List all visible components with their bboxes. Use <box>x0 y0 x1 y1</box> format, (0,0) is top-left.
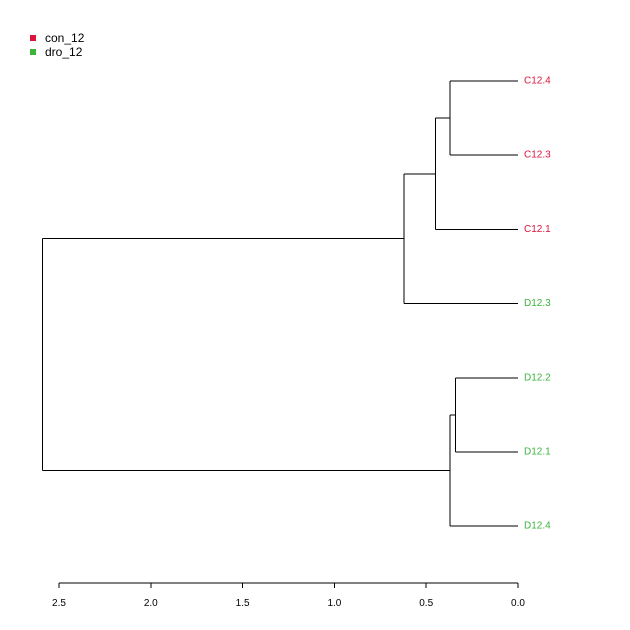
leaf-label-d12-2: D12.2 <box>524 372 551 383</box>
x-tick-label-0-5: 0.5 <box>419 598 433 609</box>
legend-item-con-12: con_12 <box>30 31 84 45</box>
leaf-label-c12-1: C12.1 <box>524 224 551 235</box>
legend-swatch-con-12 <box>30 35 36 41</box>
x-tick-label-1-0: 1.0 <box>327 598 341 609</box>
legend: con_12 dro_12 <box>30 31 84 59</box>
legend-swatch-dro-12 <box>30 49 36 55</box>
leaf-label-d12-3: D12.3 <box>524 298 551 309</box>
x-tick-label-1-5: 1.5 <box>236 598 250 609</box>
leaf-label-c12-3: C12.3 <box>524 150 551 161</box>
dendrogram-branches <box>41 80 518 527</box>
leaf-label-d12-1: D12.1 <box>524 447 551 458</box>
leaf-labels: C12.4 C12.3 C12.1 D12.3 D12.2 D12.1 D12.4 <box>524 76 551 532</box>
x-tick-label-2-5: 2.5 <box>52 598 66 609</box>
x-tick-label-0-0: 0.0 <box>511 598 525 609</box>
leaf-label-c12-4: C12.4 <box>524 76 551 87</box>
x-axis: 2.5 2.0 1.5 1.0 0.5 0.0 <box>52 582 525 609</box>
leaf-label-d12-4: D12.4 <box>524 521 551 532</box>
x-tick-label-2-0: 2.0 <box>144 598 158 609</box>
legend-label-con-12: con_12 <box>45 31 85 45</box>
legend-label-dro-12: dro_12 <box>45 45 83 59</box>
legend-item-dro-12: dro_12 <box>30 45 84 59</box>
